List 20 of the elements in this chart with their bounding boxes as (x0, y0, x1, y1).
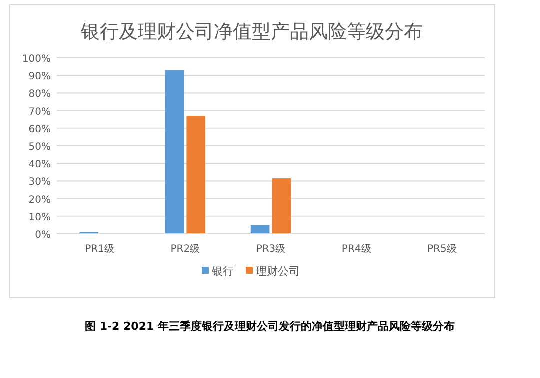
y-tick-label: 10% (28, 212, 51, 224)
y-tick-label: 90% (28, 72, 51, 83)
x-tick-label: PR2级 (170, 243, 200, 255)
y-tick-label: 100% (22, 54, 51, 65)
x-tick-label: PR3级 (256, 243, 286, 255)
x-tick-label: PR1级 (85, 243, 114, 255)
legend-label: 理财公司 (256, 265, 300, 278)
y-tick-label: 0% (35, 230, 51, 241)
y-tick-label: 50% (28, 142, 51, 153)
y-tick-label: 80% (28, 89, 51, 100)
chart-title: 银行及理财公司净值型产品风险等级分布 (80, 21, 423, 43)
y-tick-label: 70% (28, 106, 51, 118)
y-tick-label: 60% (28, 124, 51, 136)
y-tick-label: 40% (28, 160, 51, 171)
legend-label: 银行 (211, 265, 234, 278)
y-tick-label: 20% (28, 194, 51, 206)
caption: 图 1-2 2021 年三季度银行及理财公司发行的净值型理财产品风险等级分布 (85, 320, 455, 333)
y-tick-label: 30% (28, 177, 51, 188)
x-tick-label: PR5级 (428, 243, 457, 255)
x-tick-label: PR4级 (342, 243, 372, 255)
